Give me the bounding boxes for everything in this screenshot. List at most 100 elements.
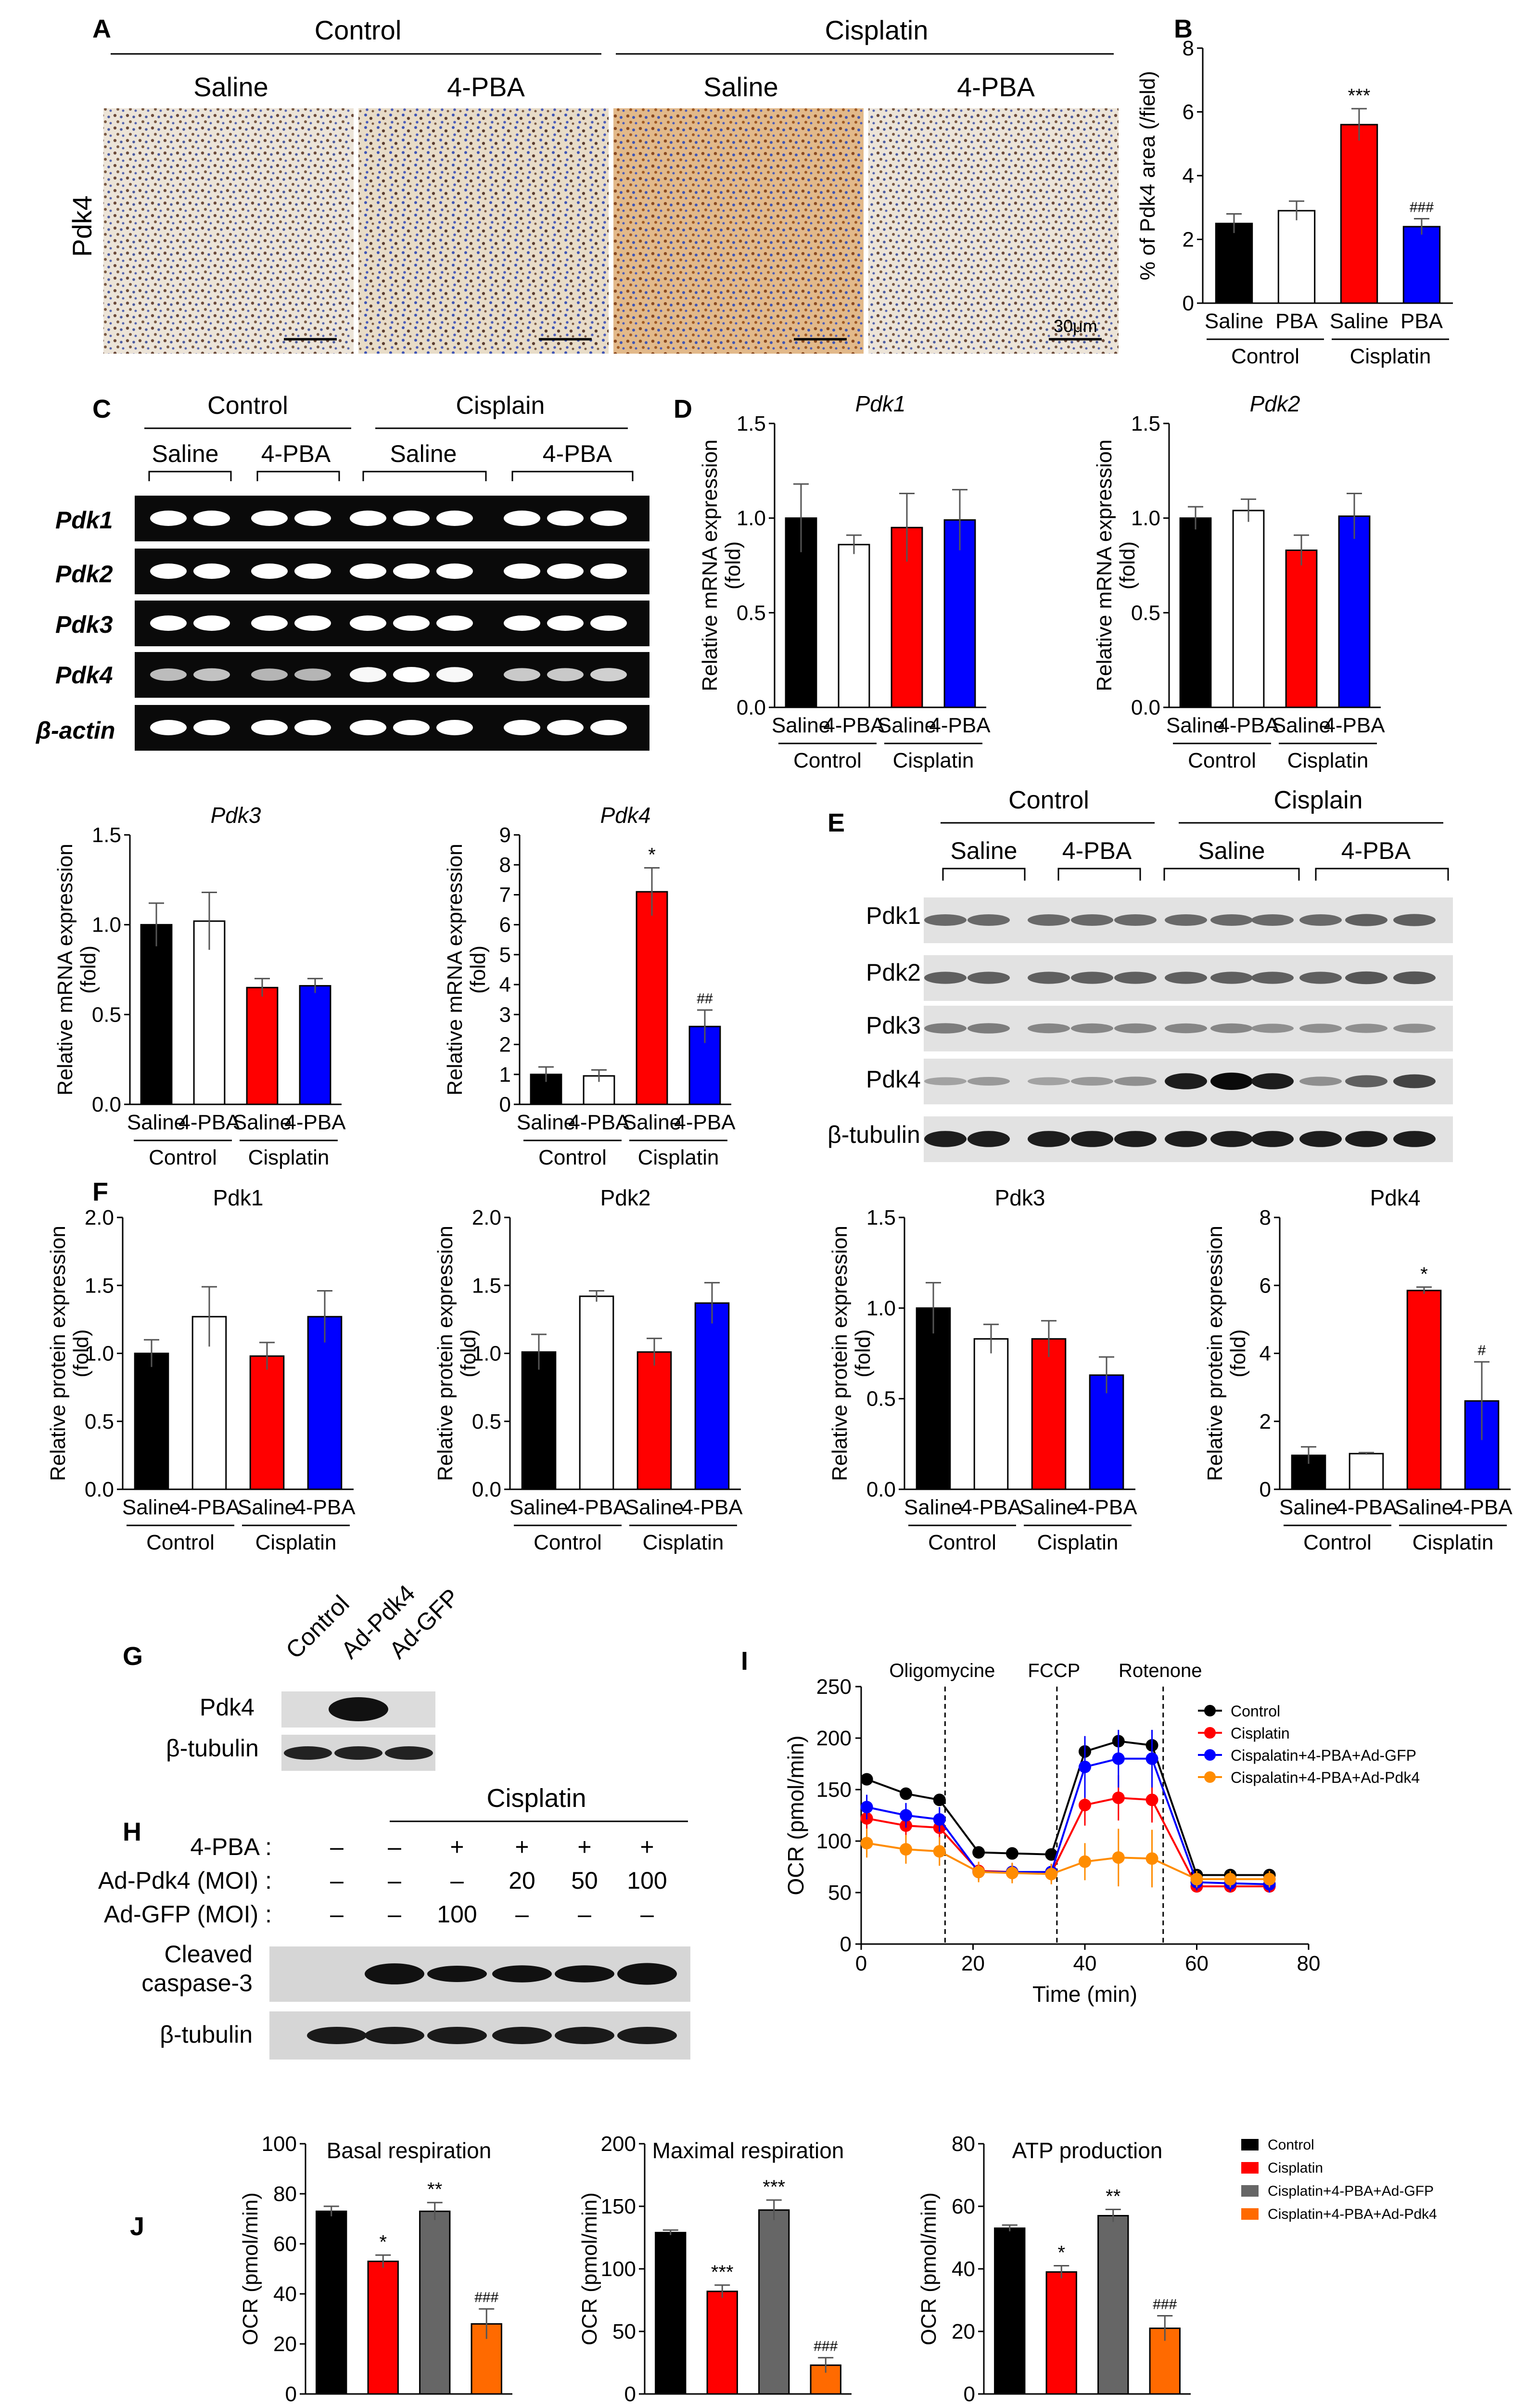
c-bracket-4: [511, 471, 634, 481]
column-label-saline-2: Saline: [703, 72, 778, 102]
blot-e-band: [967, 1023, 1010, 1034]
g-band-tubulin-1: [284, 1746, 332, 1760]
y-tick-label: 4: [1260, 1342, 1271, 1366]
c-group-cisplain: Cisplain: [456, 392, 545, 420]
y-axis-label: Relative mRNA expression: [698, 439, 722, 691]
e-sub-saline-1: Saline: [951, 837, 1018, 864]
bar: [1179, 517, 1212, 708]
blot-e-band: [1114, 1023, 1157, 1034]
y-tick-label: 80: [273, 2182, 297, 2206]
gel-c-band: [547, 563, 584, 579]
bar: [521, 1351, 557, 1490]
significance-label: *: [648, 844, 656, 865]
legend-swatch: [1241, 2162, 1259, 2174]
y-tick-label: 0.0: [866, 1478, 896, 1501]
blot-e-band: [967, 914, 1010, 926]
y-tick-label: 100: [262, 2132, 297, 2156]
significance-label: ###: [1153, 2297, 1177, 2313]
y-tick-label: 1.5: [737, 412, 766, 435]
blot-e-band: [1071, 914, 1113, 926]
blot-e-band: [1114, 972, 1157, 984]
group-label: Control: [538, 1146, 607, 1169]
chart-b: B 0 2 4 6 8 % of Pdk4 area (/field) Saline PBA **…: [1136, 14, 1453, 368]
chart-j1: J 0 20 40 60 80 100 OCR (pmol/min) Basal respira…: [130, 2132, 512, 2406]
h-row-label: Ad-Pdk4 (MOI) :: [98, 1867, 272, 1894]
data-point: [1005, 1847, 1018, 1860]
y-axis-label-unit: (fold): [851, 1329, 875, 1377]
blot-e-band: [1028, 1131, 1070, 1147]
chart-f3: 0.0 0.5 1.0 1.5 Relative protein expression(…: [828, 1185, 1137, 1554]
blot-e-band: [1251, 1073, 1294, 1089]
y-tick-label: 1.5: [92, 823, 121, 847]
data-point: [1005, 1867, 1018, 1880]
gel-c-band: [504, 615, 540, 631]
h-cell: –: [388, 1867, 401, 1894]
y-tick-label: 1.5: [866, 1206, 896, 1229]
gel-c-band: [193, 563, 230, 579]
bar: [758, 2209, 790, 2395]
histology-image-control-pba: [358, 108, 609, 354]
y-tick-label: 0: [1260, 1478, 1271, 1501]
e-bracket-1: [942, 868, 1026, 881]
y-axis-label: OCR (pmol/min): [578, 2192, 601, 2345]
legend-marker: [1204, 1705, 1216, 1716]
gel-c-band: [150, 668, 187, 681]
h-cell: –: [515, 1901, 529, 1928]
bar: [655, 2232, 687, 2395]
y-tick-label: 2: [1183, 228, 1194, 252]
h-cell: +: [577, 1833, 591, 1860]
blot-e-band: [1071, 1077, 1113, 1086]
legend-label: Control: [1231, 1702, 1280, 1720]
blot-e-band: [1114, 1076, 1157, 1086]
y-tick-label: 0.0: [92, 1093, 121, 1116]
chart-title: Pdk2: [1250, 391, 1300, 416]
category-label: Saline: [772, 714, 830, 737]
blot-e-band: [1165, 972, 1207, 984]
category-label: 4-PBA: [568, 1111, 630, 1134]
gel-c-band: [294, 668, 331, 681]
category-label: Saline: [904, 1496, 963, 1519]
blot-e-band: [1210, 1131, 1253, 1147]
data-point: [1079, 1760, 1091, 1773]
y-tick-label: 40: [952, 2257, 975, 2281]
category-label: Saline: [1166, 714, 1225, 737]
h-cell: 50: [571, 1867, 598, 1894]
gel-c-band: [393, 720, 430, 735]
data-point: [860, 1837, 873, 1850]
y-axis-label-unit: (fold): [76, 946, 100, 994]
gel-c-band: [193, 511, 230, 526]
h-band-caspase: [555, 1965, 614, 1983]
bar: [1338, 515, 1371, 708]
gel-c-band: [436, 720, 473, 735]
c-row-pdk1: Pdk1: [55, 507, 113, 534]
y-tick-label: 0.5: [85, 1410, 114, 1433]
h-row-label: Ad-GFP (MOI) :: [104, 1901, 272, 1928]
chart-d2: 0.0 0.5 1.0 1.5 Relative mRNA expression (fol…: [1093, 391, 1385, 772]
h-cell: –: [388, 1833, 401, 1860]
bar: [1215, 222, 1253, 304]
bar: [1045, 2271, 1077, 2395]
g-row-tubulin: β-tubulin: [166, 1735, 259, 1762]
gel-c-band: [590, 615, 627, 631]
category-label: 4-PBA: [1324, 714, 1385, 737]
legend-label: Cispalatin+4-PBA+Ad-Pdk4: [1231, 1769, 1420, 1786]
category-label: 4-PBA: [674, 1111, 736, 1134]
e-row-tubulin: β-tubulin: [827, 1121, 920, 1148]
category-label: Saline: [1279, 1496, 1338, 1519]
e-row-pdk2: Pdk2: [866, 959, 921, 986]
y-axis-label: OCR (pmol/min): [917, 2192, 941, 2345]
y-tick-label: 8: [1183, 37, 1194, 60]
chart-d4: 0 1 2 3 4 5 6 7 8 9 Relative mRNA expression (fold)…: [443, 803, 736, 1169]
y-axis-label-unit: (fold): [1116, 541, 1139, 589]
y-axis-label: % of Pdk4 area (/field): [1136, 71, 1159, 280]
x-axis-label: Time (min): [1032, 1982, 1137, 2007]
gel-c-band: [436, 563, 473, 579]
gel-c-band: [193, 615, 230, 631]
h-label-cleaved: Cleaved: [165, 1941, 253, 1968]
bar: [1089, 1374, 1124, 1490]
group-label: Control: [1188, 749, 1256, 772]
gel-c-band: [504, 720, 540, 735]
panel-letter-h: H: [123, 1817, 141, 1846]
h-cell: –: [640, 1901, 654, 1928]
